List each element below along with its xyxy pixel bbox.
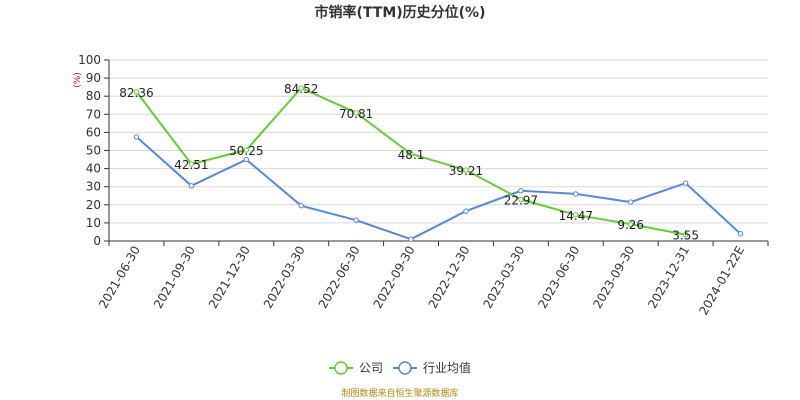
legend-item-company[interactable]: 公司 [329,361,383,375]
point-company-8 [573,212,579,218]
y-tick-label-8: 80 [86,89,101,103]
legend-item-industry[interactable]: 行业均值 [393,360,471,375]
y-tick-label-0: 0 [93,234,101,248]
legend-marker-company [334,361,348,375]
y-tick-label-10: 100 [78,53,101,67]
legend-label-industry: 行业均值 [423,360,471,375]
x-tick-label-2: 2021-12-30 [206,244,253,311]
point-company-0 [133,89,140,95]
data-label-company-5: 48.1 [398,148,425,162]
x-tick-label-6: 2022-12-30 [426,244,473,311]
legend-marker-industry [398,361,412,375]
point-company-9 [628,221,634,227]
point-industry-0 [133,134,140,140]
point-company-5 [408,151,414,157]
x-tick-label-11: 2024-01-22E [696,244,747,318]
point-industry-5 [408,236,414,242]
point-company-2 [243,147,249,153]
x-tick-label-7: 2023-03-30 [480,244,527,311]
data-label-company-1: 42.51 [174,158,208,172]
data-label-company-6: 39.21 [449,164,483,178]
point-industry-9 [628,199,634,205]
data-labels: 82.36 42.51 50.25 84.52 70.81 48.1 39.21 22.97 1… [119,82,699,243]
point-industry-2 [243,156,249,163]
point-industry-7 [518,187,524,194]
point-industry-10 [682,180,689,186]
point-company-10 [682,231,689,238]
y-tick-label-6: 60 [86,125,101,139]
x-tick-label-10: 2023-12-31 [645,244,692,311]
x-tick-label-9: 2023-09-30 [590,244,637,311]
point-industry-8 [573,191,579,197]
y-tick-label-3: 30 [86,180,101,194]
data-source-note: 制图数据来自恒生聚源数据库 [341,387,458,399]
axes: 0 10 20 30 40 50 60 70 80 90 100 2021-06-30 2021-09-… [78,53,769,318]
data-label-company-0: 82.36 [119,86,153,100]
point-company-7 [518,196,524,203]
y-tick-label-2: 20 [86,198,101,212]
y-tick-label-7: 70 [86,107,101,121]
data-label-company-8: 14.47 [559,209,593,223]
x-tick-label-4: 2022-06-30 [316,244,363,311]
point-industry-4 [353,217,359,223]
point-company-4 [353,110,359,116]
data-label-company-3: 84.52 [284,82,318,96]
point-company-1 [188,161,195,167]
y-axis-unit: (%) [73,72,83,88]
data-label-company-10: 3.55 [672,229,699,243]
legend-label-company: 公司 [359,361,383,375]
point-industry-3 [298,203,304,209]
series-lines [133,85,744,242]
point-industry-6 [463,208,469,214]
y-tick-label-1: 10 [86,216,101,230]
y-tick-label-4: 40 [86,162,101,176]
data-label-company-7: 22.97 [504,193,538,207]
x-tick-label-0: 2021-06-30 [96,244,143,311]
data-label-company-2: 50.25 [229,144,263,158]
grid-lines [109,59,768,224]
data-label-company-4: 70.81 [339,107,373,121]
x-tick-label-8: 2023-06-30 [535,244,582,311]
x-tick-label-3: 2022-03-30 [261,244,308,311]
y-tick-label-9: 90 [86,71,101,85]
chart-title: 市销率(TTM)历史分位(%) [315,4,486,21]
y-tick-label-5: 50 [86,144,101,158]
data-label-company-9: 9.26 [617,218,644,232]
point-industry-1 [188,183,195,189]
legend: 公司 行业均值 [329,360,471,375]
series-line-industry [135,136,742,241]
x-tick-label-1: 2021-09-30 [151,244,198,311]
point-company-3 [298,85,304,91]
x-tick-label-5: 2022-09-30 [371,244,418,311]
point-industry-11 [737,231,744,237]
point-company-6 [463,167,469,173]
